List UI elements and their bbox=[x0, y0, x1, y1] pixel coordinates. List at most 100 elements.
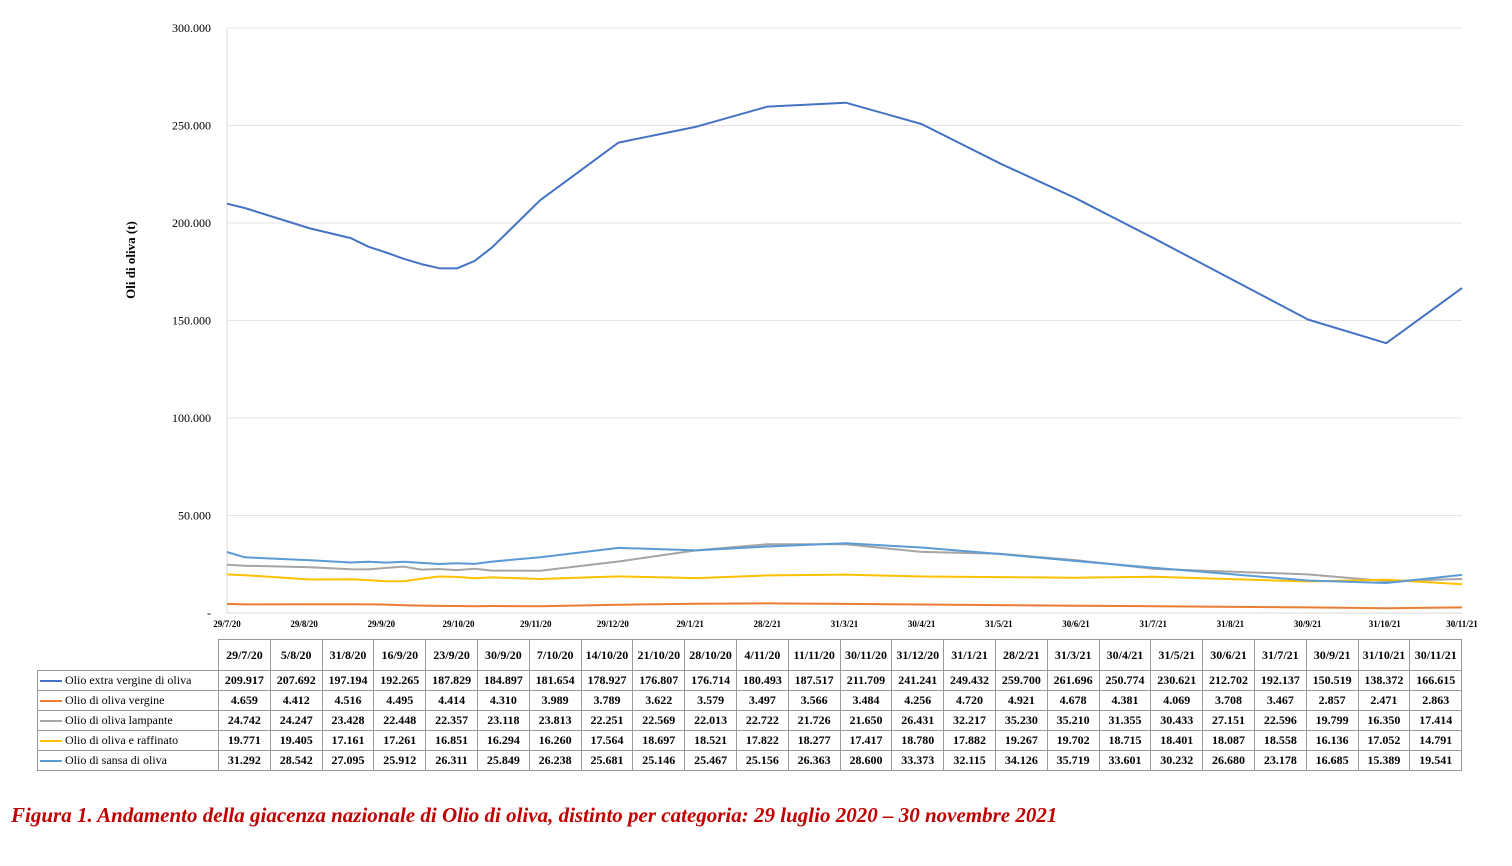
y-tick-label: 150.000 bbox=[172, 314, 211, 328]
table-cell: 166.615 bbox=[1409, 670, 1463, 691]
table-cell: 28.600 bbox=[839, 750, 893, 771]
table-column-header: 31/3/21 bbox=[1046, 639, 1100, 671]
table-column-header: 7/10/20 bbox=[528, 639, 582, 671]
table-column-header: 31/8/20 bbox=[321, 639, 375, 671]
table-cell: 176.807 bbox=[632, 670, 686, 691]
table-cell: 22.251 bbox=[580, 710, 634, 731]
y-tick-label: 50.000 bbox=[178, 509, 211, 523]
legend-key bbox=[40, 720, 62, 723]
table-cell: 4.414 bbox=[425, 690, 478, 711]
y-tick-label: 250.000 bbox=[172, 119, 211, 133]
line-chart: - 50.000 100.000 150.000 200.000 250.000 300.0… bbox=[172, 21, 1478, 629]
table-cell: 23.118 bbox=[476, 710, 530, 731]
table-column-header: 30/9/20 bbox=[476, 639, 530, 671]
table-header-row: 29/7/20 5/8/20 31/8/20 16/9/20 23/9/20 30/9/2… bbox=[38, 639, 1463, 671]
y-tick-label: 300.000 bbox=[172, 21, 211, 35]
x-tick-label: 29/7/20 bbox=[213, 619, 241, 629]
table-cell: 35.230 bbox=[994, 710, 1048, 731]
table-column-header: 16/9/20 bbox=[373, 639, 427, 671]
table-cell: 14.791 bbox=[1409, 730, 1463, 751]
table-column-header: 11/11/20 bbox=[787, 639, 841, 671]
table-cell: 30.433 bbox=[1150, 710, 1204, 731]
table-cell: 28.542 bbox=[269, 750, 323, 771]
table-cell: 19.405 bbox=[269, 730, 323, 751]
y-tick-label: 100.000 bbox=[172, 411, 211, 425]
table-column-header: 14/10/20 bbox=[580, 639, 634, 671]
table-cell: 33.373 bbox=[891, 750, 945, 771]
table-cell: 22.448 bbox=[373, 710, 427, 731]
table-corner bbox=[38, 640, 219, 671]
table-cell: 4.069 bbox=[1150, 690, 1204, 711]
table-cell: 23.813 bbox=[528, 710, 582, 731]
figure-caption: Figura 1. Andamento della giacenza nazio… bbox=[11, 803, 1058, 827]
table-cell: 250.774 bbox=[1098, 670, 1152, 691]
table-cell: 17.882 bbox=[943, 730, 996, 751]
table-column-header: 31/7/21 bbox=[1253, 639, 1307, 671]
table-cell: 207.692 bbox=[269, 670, 323, 691]
table-cell: 35.210 bbox=[1046, 710, 1100, 731]
series-line bbox=[226, 602, 1463, 610]
table-cell: 3.579 bbox=[684, 690, 737, 711]
table-column-header: 28/2/21 bbox=[994, 639, 1048, 671]
table-cell: 25.681 bbox=[580, 750, 634, 771]
table-cell: 26.363 bbox=[787, 750, 841, 771]
table-cell: 4.310 bbox=[476, 690, 530, 711]
x-tick-label: 29/11/20 bbox=[520, 619, 552, 629]
table-row: Olio di oliva lampante 24.742 24.247 23.428… bbox=[37, 710, 1463, 731]
table-cell: 178.927 bbox=[580, 670, 634, 691]
table-column-header: 31/12/20 bbox=[891, 639, 945, 671]
table-row-label: Olio di oliva lampante bbox=[37, 710, 219, 731]
table-cell: 16.294 bbox=[476, 730, 530, 751]
table-cell: 261.696 bbox=[1046, 670, 1100, 691]
table-cell: 138.372 bbox=[1357, 670, 1411, 691]
table-column-header: 30/6/21 bbox=[1202, 639, 1255, 671]
table-cell: 17.417 bbox=[839, 730, 893, 751]
series-line bbox=[226, 101, 1463, 345]
table-column-header: 31/1/21 bbox=[943, 639, 996, 671]
legend-key bbox=[40, 740, 62, 743]
table-cell: 3.566 bbox=[787, 690, 841, 711]
table-cell: 21.726 bbox=[787, 710, 841, 731]
table-cell: 259.700 bbox=[994, 670, 1048, 691]
table-row: Olio di oliva vergine 4.659 4.412 4.516 4.49… bbox=[37, 690, 1463, 711]
table-cell: 17.261 bbox=[373, 730, 427, 751]
table-cell: 17.052 bbox=[1357, 730, 1411, 751]
table-cell: 25.467 bbox=[684, 750, 737, 771]
table-cell: 30.232 bbox=[1150, 750, 1204, 771]
table-cell: 22.596 bbox=[1253, 710, 1307, 731]
table-cell: 21.650 bbox=[839, 710, 893, 731]
y-axis-label: Oli di oliva (t) bbox=[119, 100, 143, 420]
table-column-header: 23/9/20 bbox=[425, 639, 478, 671]
table-column-header: 29/7/20 bbox=[218, 639, 271, 671]
table-cell: 16.260 bbox=[528, 730, 582, 751]
table-cell: 24.742 bbox=[218, 710, 271, 731]
table-cell: 23.178 bbox=[1253, 750, 1307, 771]
x-tick-label: 30/6/21 bbox=[1062, 619, 1090, 629]
table-cell: 16.685 bbox=[1305, 750, 1359, 771]
x-tick-label: 29/10/20 bbox=[443, 619, 476, 629]
legend-key bbox=[40, 700, 62, 703]
x-tick-label: 30/9/21 bbox=[1294, 619, 1322, 629]
table-cell: 16.136 bbox=[1305, 730, 1359, 751]
table-cell: 31.292 bbox=[218, 750, 271, 771]
table-cell: 3.708 bbox=[1202, 690, 1255, 711]
table-cell: 197.194 bbox=[321, 670, 375, 691]
table-cell: 22.013 bbox=[684, 710, 737, 731]
legend-entry: Olio di oliva lampante bbox=[65, 713, 173, 727]
y-tick-label: 200.000 bbox=[172, 216, 211, 230]
table-cell: 26.431 bbox=[891, 710, 945, 731]
x-tick-label: 31/8/21 bbox=[1217, 619, 1245, 629]
table-cell: 192.137 bbox=[1253, 670, 1307, 691]
table-cell: 176.714 bbox=[684, 670, 737, 691]
table-cell: 4.921 bbox=[994, 690, 1048, 711]
table-cell: 18.087 bbox=[1202, 730, 1255, 751]
table-cell: 16.350 bbox=[1357, 710, 1411, 731]
x-tick-label: 29/8/20 bbox=[290, 619, 318, 629]
table-cell: 31.355 bbox=[1098, 710, 1152, 731]
table-cell: 150.519 bbox=[1305, 670, 1359, 691]
table-cell: 211.709 bbox=[839, 670, 893, 691]
table-cell: 209.917 bbox=[218, 670, 271, 691]
y-tick-label: - bbox=[207, 606, 211, 620]
table-cell: 18.277 bbox=[787, 730, 841, 751]
table-cell: 18.521 bbox=[684, 730, 737, 751]
